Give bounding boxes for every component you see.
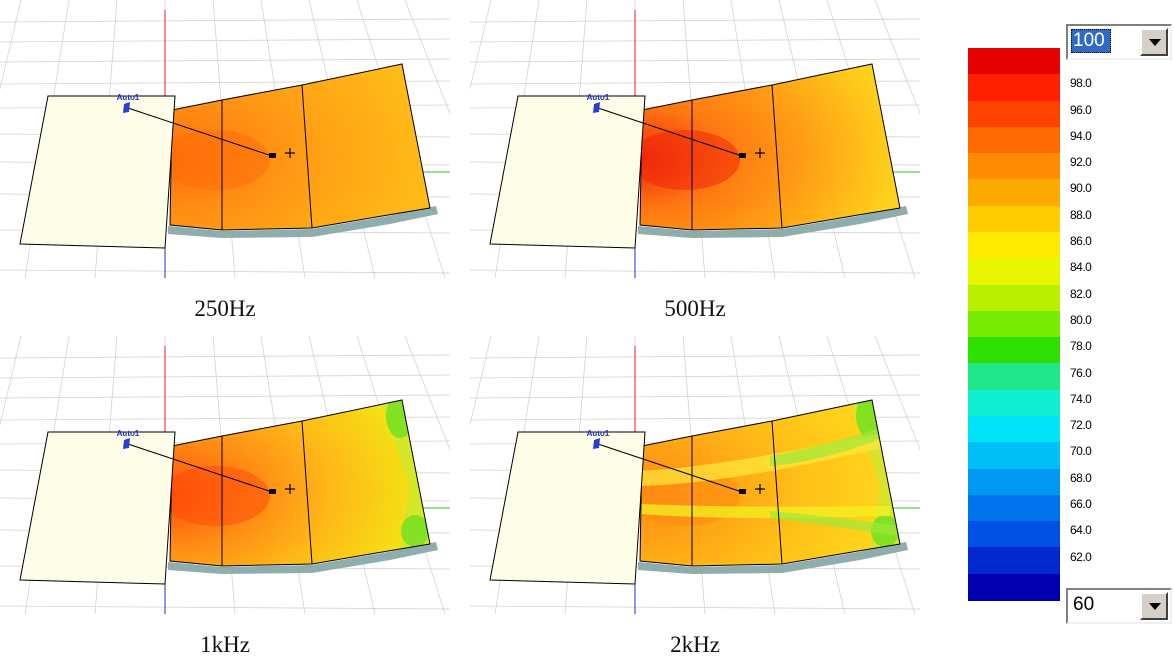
color-scale-bar (968, 48, 1060, 601)
color-scale-band (968, 205, 1060, 233)
surface-shadow (638, 542, 908, 574)
scale-tick-label: 68.0 (1070, 470, 1092, 485)
color-scale-band (968, 547, 1060, 575)
aim-line (127, 107, 273, 157)
color-scale-band (968, 232, 1060, 259)
max-level-select[interactable]: 100 (1066, 24, 1172, 60)
crosshair-icon (755, 484, 765, 494)
aim-point (269, 153, 276, 158)
color-scale-band (968, 337, 1060, 365)
surface-shadow (168, 542, 438, 574)
aim-point (739, 153, 746, 158)
surface-outline (639, 399, 901, 567)
surface-seam (771, 420, 783, 565)
surface-shadow (638, 206, 908, 238)
scale-tick-label: 96.0 (1070, 102, 1092, 117)
surface-seam (301, 84, 313, 229)
speaker-icon[interactable] (593, 102, 600, 113)
stage-block (19, 431, 176, 585)
surface-seam (771, 84, 783, 229)
aim-line (597, 443, 743, 493)
frequency-caption: 500Hz (664, 296, 726, 321)
aim-line (127, 443, 273, 493)
color-scale-band (968, 416, 1060, 443)
max-level-value: 100 (1071, 29, 1111, 53)
max-level-dropdown-button[interactable] (1140, 28, 1168, 56)
frequency-caption: 250Hz (194, 296, 256, 321)
scale-tick-label: 66.0 (1070, 497, 1092, 512)
speaker-label: Auto1 (587, 429, 610, 438)
stage-block (489, 431, 646, 585)
stage-block (19, 95, 176, 249)
scale-tick-label: 72.0 (1070, 418, 1092, 433)
color-scale-band (968, 284, 1060, 312)
scale-tick-label: 62.0 (1070, 549, 1092, 564)
color-scale-band (968, 468, 1060, 496)
color-scale-band (968, 363, 1060, 391)
color-scale-band (968, 389, 1060, 417)
color-scale-band (968, 521, 1060, 549)
color-scale-band (968, 48, 1060, 75)
color-scale-band (968, 100, 1060, 128)
crosshair-icon (285, 148, 295, 158)
crosshair-icon (285, 484, 295, 494)
color-scale-band (968, 442, 1060, 470)
scale-tick-label: 64.0 (1070, 523, 1092, 538)
aim-point (739, 489, 746, 494)
color-scale-band (968, 258, 1060, 286)
scale-tick-label: 88.0 (1070, 207, 1092, 222)
color-scale-band (968, 126, 1060, 154)
scale-tick-label: 98.0 (1070, 76, 1092, 91)
scale-tick-label: 78.0 (1070, 339, 1092, 354)
chevron-down-icon (1149, 603, 1161, 610)
scale-tick-label: 94.0 (1070, 128, 1092, 143)
crosshair-icon (755, 148, 765, 158)
scale-tick-label: 80.0 (1070, 312, 1092, 327)
aim-point (269, 489, 276, 494)
scale-tick-label: 74.0 (1070, 391, 1092, 406)
color-scale-band (968, 310, 1060, 338)
heatmap-panel-p250: Auto1 (0, 0, 450, 278)
stage-block (489, 95, 646, 249)
aim-line (597, 107, 743, 157)
surface-outline (639, 63, 901, 231)
speaker-icon[interactable] (593, 438, 600, 449)
color-scale-band (968, 179, 1060, 207)
scale-tick-label: 86.0 (1070, 234, 1092, 249)
min-level-select[interactable]: 60 (1066, 588, 1172, 624)
frequency-caption: 2kHz (670, 632, 720, 657)
color-scale-band (968, 573, 1060, 601)
chevron-down-icon (1149, 39, 1161, 46)
surface-shadow (168, 206, 438, 238)
speaker-icon[interactable] (123, 438, 130, 449)
speaker-label: Auto1 (117, 93, 140, 102)
heatmap-panel-p2k: Auto1 (470, 336, 920, 614)
scale-tick-label: 90.0 (1070, 181, 1092, 196)
heatmap-panel-p1k: Auto1 (0, 336, 450, 614)
color-scale-band (968, 74, 1060, 102)
speaker-label: Auto1 (587, 93, 610, 102)
scale-tick-label: 70.0 (1070, 444, 1092, 459)
surface-outline (169, 63, 431, 231)
scale-tick-label: 76.0 (1070, 365, 1092, 380)
heatmap-panel-p500: Auto1 (470, 0, 920, 278)
color-scale-band (968, 153, 1060, 181)
scale-tick-label: 92.0 (1070, 155, 1092, 170)
surface-outline (169, 399, 431, 567)
frequency-caption: 1kHz (200, 632, 250, 657)
scale-tick-label: 82.0 (1070, 286, 1092, 301)
speaker-icon[interactable] (123, 102, 130, 113)
scale-tick-label: 84.0 (1070, 260, 1092, 275)
surface-seam (301, 420, 313, 565)
color-scale-band (968, 494, 1060, 522)
speaker-label: Auto1 (117, 429, 140, 438)
min-level-value: 60 (1073, 594, 1095, 615)
min-level-dropdown-button[interactable] (1140, 592, 1168, 620)
